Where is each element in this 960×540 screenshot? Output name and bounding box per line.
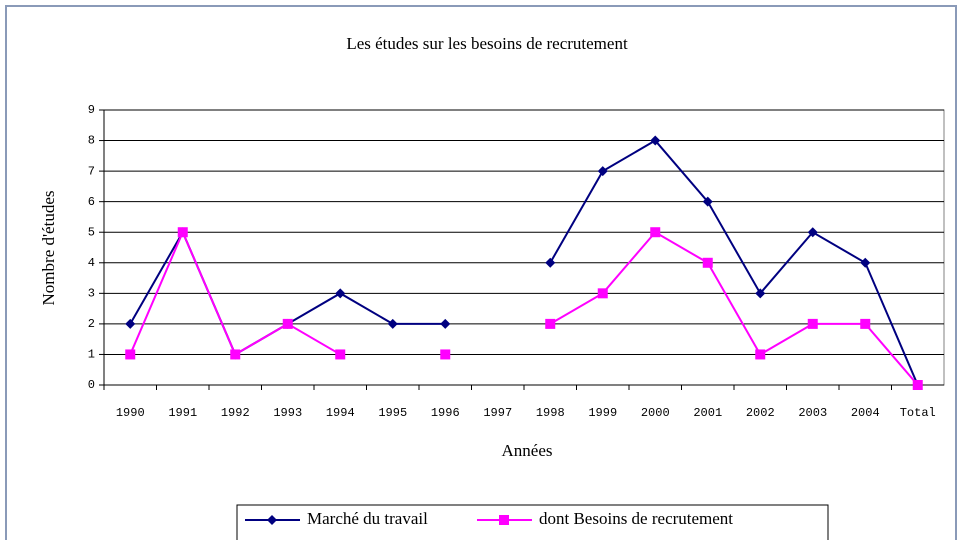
chart-title: Les études sur les besoins de recrutemen…: [346, 34, 628, 53]
data-point: [650, 135, 661, 146]
data-point: [755, 349, 766, 360]
data-point: [125, 318, 136, 329]
data-point: [545, 257, 556, 268]
data-point: [335, 288, 346, 299]
x-tick-label: 2004: [851, 406, 880, 420]
y-tick-label: 2: [88, 317, 95, 331]
data-point: [282, 318, 293, 329]
x-tick-label: 1996: [431, 406, 460, 420]
x-tick-label: Total: [900, 406, 936, 420]
legend-label: Marché du travail: [307, 509, 428, 528]
data-point: [807, 318, 818, 329]
legend-label: dont Besoins de recrutement: [539, 509, 733, 528]
data-point: [440, 318, 451, 329]
y-tick-label: 1: [88, 348, 95, 362]
y-tick-label: 5: [88, 225, 95, 239]
data-point: [860, 257, 871, 268]
data-point: [702, 257, 713, 268]
x-tick-label: 1997: [483, 406, 512, 420]
x-axis-label: Années: [502, 441, 553, 460]
data-point: [545, 318, 556, 329]
x-tick-label: 2003: [798, 406, 827, 420]
x-tick-label: 2000: [641, 406, 670, 420]
y-axis-label: Nombre d'études: [39, 191, 58, 306]
data-point: [177, 227, 188, 238]
x-tick-label: 2001: [693, 406, 722, 420]
legend-box: [236, 504, 829, 540]
data-point: [597, 166, 608, 177]
x-tick-label: 1992: [221, 406, 250, 420]
data-point: [912, 380, 923, 390]
legend-marker: [267, 515, 277, 525]
x-tick-label: 1994: [326, 406, 355, 420]
y-tick-label: 9: [88, 103, 95, 117]
data-point: [440, 349, 451, 360]
data-point: [125, 349, 136, 360]
data-point: [807, 227, 818, 238]
data-point: [702, 196, 713, 207]
y-tick-label: 0: [88, 378, 95, 392]
x-tick-label: 2002: [746, 406, 775, 420]
x-tick-label: 1990: [116, 406, 145, 420]
data-point: [860, 318, 871, 329]
x-tick-label: 1995: [378, 406, 407, 420]
y-tick-label: 8: [88, 134, 95, 148]
data-point: [387, 318, 398, 329]
data-point: [650, 227, 661, 238]
data-point: [597, 288, 608, 299]
y-tick-label: 7: [88, 164, 95, 178]
data-point: [230, 349, 241, 360]
y-tick-label: 6: [88, 195, 95, 209]
y-tick-label: 3: [88, 287, 95, 301]
x-tick-label: 1993: [273, 406, 302, 420]
data-point: [335, 349, 346, 360]
y-tick-label: 4: [88, 256, 95, 270]
x-tick-label: 1991: [168, 406, 197, 420]
legend-marker: [499, 515, 509, 525]
x-tick-label: 1999: [588, 406, 617, 420]
data-point: [755, 288, 766, 299]
x-tick-label: 1998: [536, 406, 565, 420]
